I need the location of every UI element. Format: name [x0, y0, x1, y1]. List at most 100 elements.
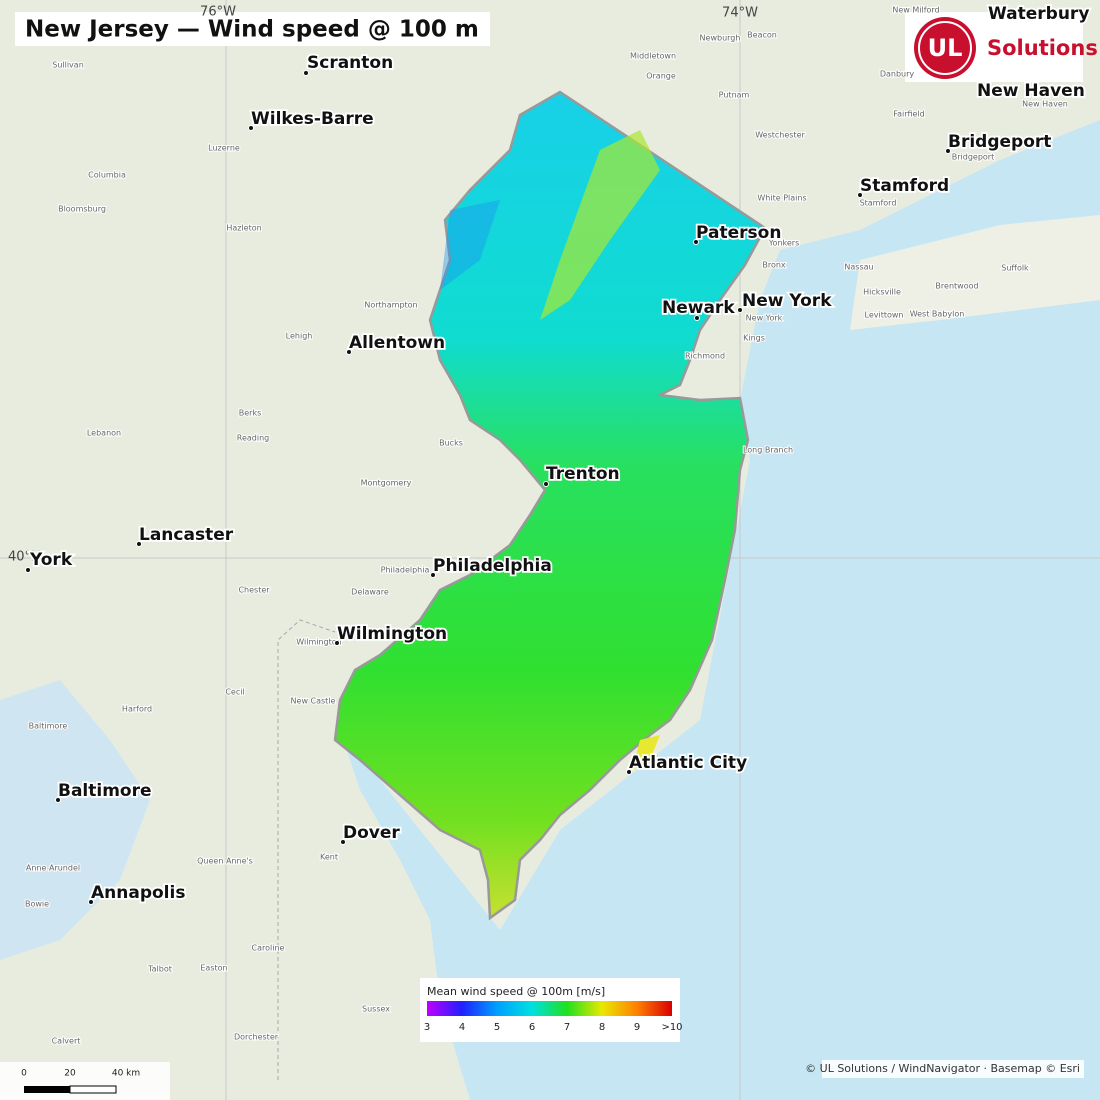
place-label: Luzerne	[208, 144, 240, 153]
scale-box	[0, 1062, 170, 1100]
legend-title: Mean wind speed @ 100m [m/s]	[427, 985, 605, 998]
place-label: Bucks	[439, 439, 463, 448]
place-label: Danbury	[880, 70, 915, 79]
city-label: New Haven	[977, 81, 1085, 101]
place-label: Sussex	[362, 1005, 390, 1014]
city-dot	[340, 839, 346, 845]
city-label: Paterson	[696, 223, 781, 243]
place-label: Long Branch	[743, 446, 793, 455]
title-box	[15, 12, 490, 46]
place-label: Lehigh	[286, 332, 313, 341]
place-label: Reading	[237, 434, 269, 443]
city-label: Wilmington	[337, 624, 447, 644]
legend-tick-label: 9	[634, 1022, 640, 1033]
coast-high-wind	[632, 735, 660, 770]
place-label: Levittown	[865, 311, 904, 320]
places: Sullivan Middletown Newburgh Beacon Orange Da…	[24, 5, 1069, 1047]
city-dot	[136, 541, 142, 547]
place-label: Bronx	[762, 261, 786, 270]
city-label: Waterbury	[988, 4, 1089, 24]
legend-tick-label: 6	[529, 1022, 535, 1033]
place-label: New Haven	[1022, 100, 1068, 109]
place-label: New York	[746, 314, 783, 323]
city-dot	[346, 349, 352, 355]
city-dot	[694, 315, 700, 321]
place-label: Beacon	[747, 31, 777, 40]
logo-mark: UL	[928, 34, 963, 62]
legend-tick-label: 7	[564, 1022, 570, 1033]
attribution: © UL Solutions / WindNavigator · Basemap…	[805, 1062, 1080, 1075]
city-dot	[430, 572, 436, 578]
place-label: Easton	[200, 964, 227, 973]
legend-tick-label: >10	[661, 1022, 682, 1033]
scale-segment	[69, 1085, 117, 1094]
city-dot	[737, 307, 743, 313]
logo-text: Solutions	[987, 36, 1098, 60]
attribution-box	[822, 1060, 1084, 1078]
graticule-label: 76°W	[200, 5, 236, 20]
city-dot	[945, 148, 951, 154]
place-label: Wilmington	[296, 638, 341, 647]
place-label: Brentwood	[935, 282, 978, 291]
long-island	[850, 215, 1100, 330]
place-label: Baltimore	[29, 722, 68, 731]
city-label: Annapolis	[91, 883, 185, 903]
place-label: Queen Anne's	[197, 857, 253, 866]
city-label: Baltimore	[58, 781, 152, 801]
chesapeake	[0, 680, 150, 960]
place-label: Putnam	[719, 91, 750, 100]
city-dot	[857, 192, 863, 198]
city-label: Philadelphia	[433, 556, 552, 576]
city-dot	[25, 567, 31, 573]
ridge-high-wind	[540, 130, 660, 320]
city-label: Scranton	[307, 53, 393, 73]
city-label: York	[29, 550, 73, 570]
city-dot	[626, 769, 632, 775]
city-label: Lancaster	[139, 525, 234, 545]
city-label: Stamford	[860, 176, 949, 196]
graticule-label: 40°N	[8, 550, 41, 565]
place-label: Middletown	[630, 52, 676, 61]
scale-label: 0	[21, 1069, 27, 1079]
legend-tick-label: 8	[599, 1022, 605, 1033]
cities: Waterbury Scranton Wilkes-Barre New Haven Br…	[25, 2, 1091, 905]
place-label: Anne Arundel	[26, 864, 80, 873]
place-label: Delaware	[351, 588, 389, 597]
title: New Jersey — Wind speed @ 100 m	[25, 17, 479, 43]
city-label: Newark	[662, 298, 735, 318]
city-dot	[334, 640, 340, 646]
state-border	[277, 619, 336, 1080]
city-label: Allentown	[349, 333, 445, 353]
city-label: Wilkes-Barre	[251, 109, 374, 129]
city-label: Dover	[343, 823, 400, 843]
place-label: White Plains	[757, 194, 806, 203]
city-label: New York	[742, 291, 832, 311]
graticule-label: 74°W	[722, 6, 758, 21]
place-label: Northampton	[364, 301, 417, 310]
place-label: Newburgh	[700, 34, 741, 43]
place-label: Westchester	[755, 131, 805, 140]
place-label: Caroline	[252, 944, 285, 953]
city-label: Trenton	[546, 464, 620, 484]
legend-tick-label: 4	[459, 1022, 465, 1033]
place-label: Suffolk	[1001, 264, 1029, 273]
place-label: Orange	[646, 72, 676, 81]
place-label: Lebanon	[87, 429, 121, 438]
place-label: Talbot	[147, 965, 172, 974]
place-label: Philadelphia	[381, 566, 430, 575]
place-label: Berks	[239, 409, 262, 418]
legend-tick-label: 5	[494, 1022, 500, 1033]
scale-label: 20	[64, 1069, 76, 1079]
city-label: Bridgeport	[948, 132, 1051, 152]
city-label: Atlantic City	[629, 753, 747, 773]
ocean	[340, 120, 1100, 1100]
legend-tick-label: 3	[424, 1022, 430, 1033]
place-label: Kent	[320, 853, 338, 862]
colorbar	[427, 1001, 672, 1016]
logo-circle	[914, 17, 976, 79]
new-jersey-wind-field	[333, 90, 767, 921]
place-label: Calvert	[52, 1037, 81, 1046]
place-label: New Castle	[291, 697, 336, 706]
place-label: Fairfield	[893, 110, 925, 119]
